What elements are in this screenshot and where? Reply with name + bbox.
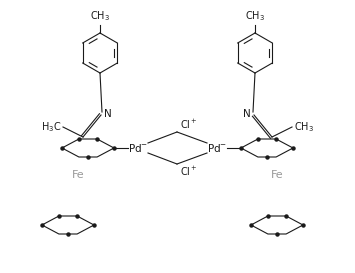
Text: Pd$^{-}$: Pd$^{-}$ [128,142,148,154]
Text: Pd$^{-}$: Pd$^{-}$ [207,142,227,154]
Text: Fe: Fe [271,170,283,180]
Text: Cl$^+$: Cl$^+$ [180,118,198,131]
Text: N: N [104,109,112,119]
Text: CH$_3$: CH$_3$ [245,9,265,23]
Text: CH$_3$: CH$_3$ [90,9,110,23]
Text: Cl$^+$: Cl$^+$ [180,165,198,178]
Text: N: N [243,109,251,119]
Text: Fe: Fe [72,170,84,180]
Text: H$_3$C: H$_3$C [41,120,61,134]
Text: CH$_3$: CH$_3$ [294,120,314,134]
